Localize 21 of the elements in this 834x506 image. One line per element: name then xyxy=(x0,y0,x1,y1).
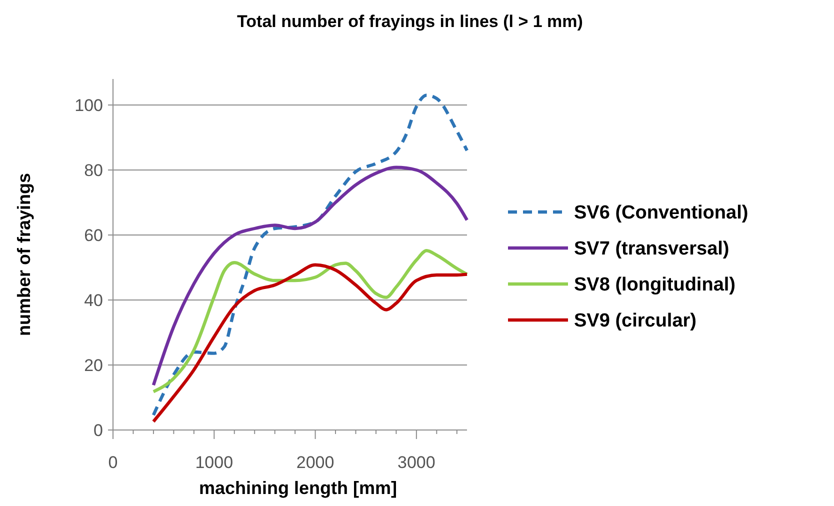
y-tick-label: 40 xyxy=(84,290,103,310)
legend-label: SV8 (longitudinal) xyxy=(574,274,736,296)
x-tick-label: 1000 xyxy=(195,453,234,472)
y-tick-label: 20 xyxy=(84,356,103,375)
chart-title: Total number of frayings in lines (l > 1 mm) xyxy=(237,12,583,31)
x-tick-label: 0 xyxy=(108,453,118,472)
legend-label: SV9 (circular) xyxy=(574,310,696,332)
legend-label: SV7 (transversal) xyxy=(574,238,730,260)
x-tick-label: 2000 xyxy=(296,453,334,472)
line-series xyxy=(152,94,469,417)
y-tick-label: 0 xyxy=(94,420,103,440)
line-series xyxy=(152,166,469,387)
y-axis-title: number of frayings xyxy=(14,172,34,336)
line-series xyxy=(152,263,469,424)
x-axis-title: machining length [mm] xyxy=(199,478,397,498)
legend-label: SV6 (Conventional) xyxy=(574,202,748,224)
line-series xyxy=(152,249,469,394)
y-tick-label: 60 xyxy=(84,226,103,245)
y-tick-label: 100 xyxy=(74,96,103,115)
y-tick-label: 80 xyxy=(84,160,103,180)
x-tick-label: 3000 xyxy=(398,453,436,472)
